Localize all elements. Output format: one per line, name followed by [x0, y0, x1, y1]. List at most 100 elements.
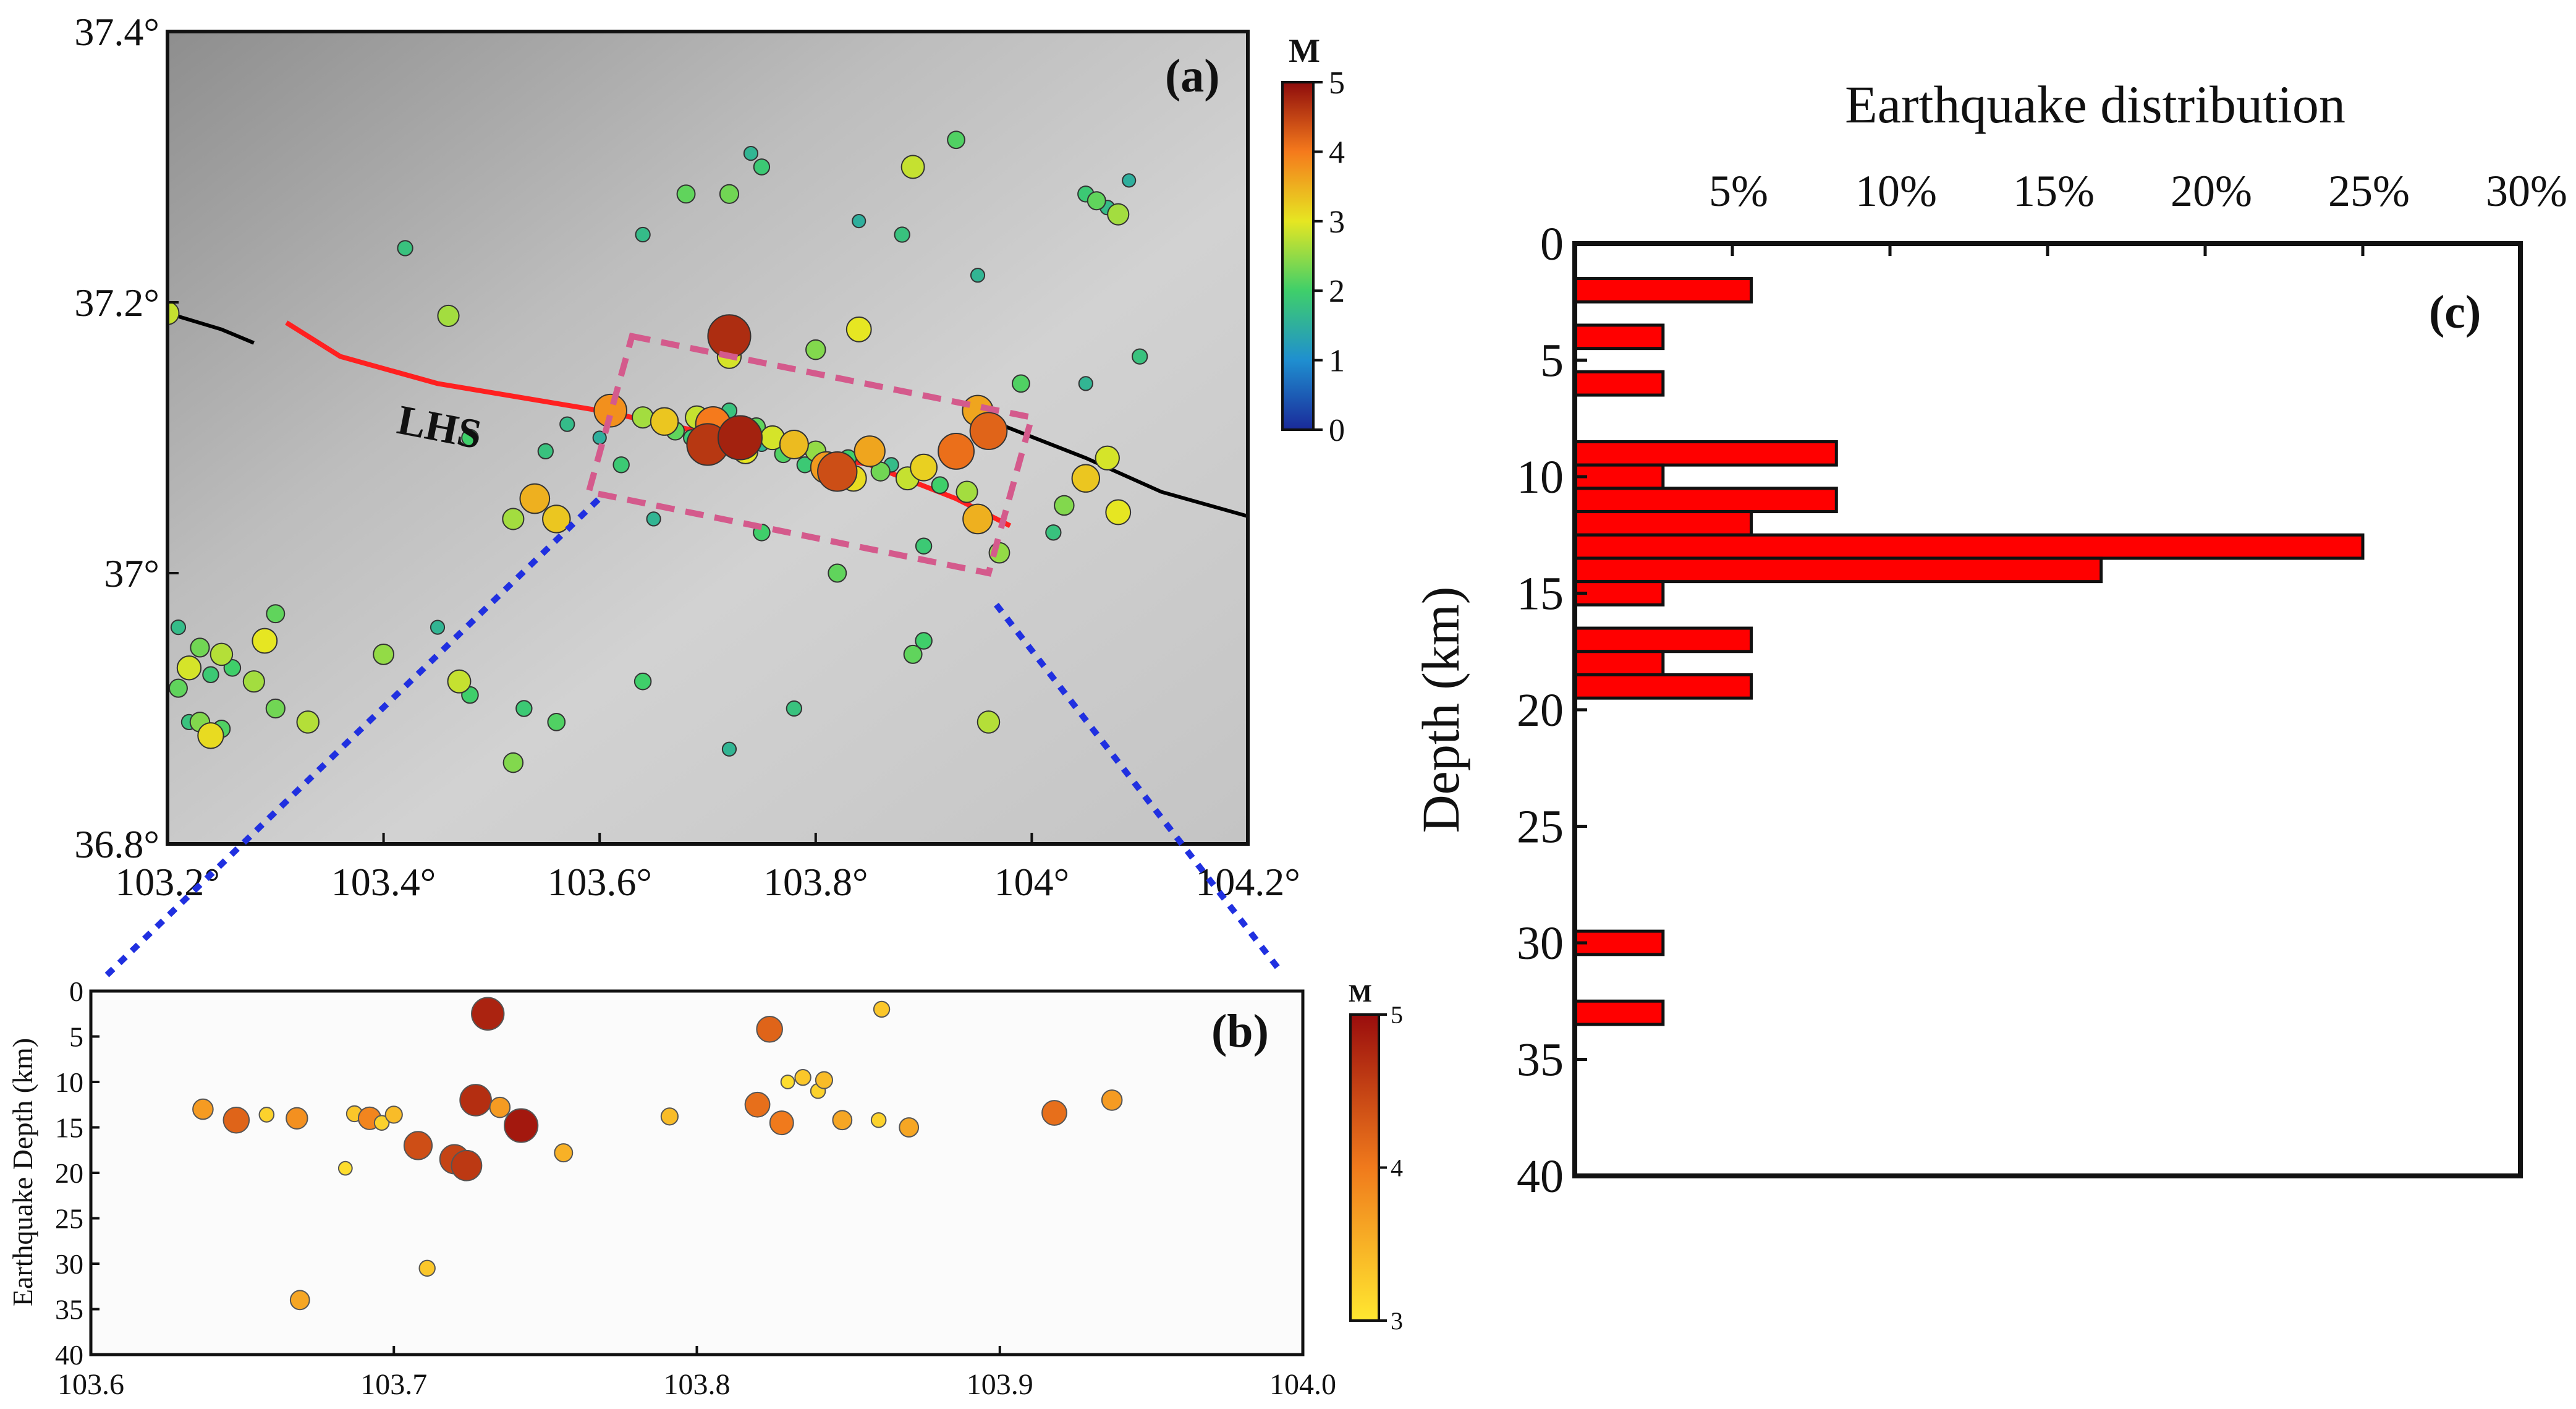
- a-ytick-label: 36.8°: [74, 822, 159, 866]
- depth-bin-bar: [1573, 999, 1665, 1026]
- a-xtick-label: 104°: [994, 860, 1070, 904]
- colorbar-a-tick-label: 2: [1329, 274, 1345, 309]
- depth-bin-bar: [1573, 370, 1665, 397]
- colorbar-a-tick-label: 1: [1329, 344, 1345, 379]
- earthquake-event: [1105, 499, 1132, 526]
- c-ytick-label: 35: [1517, 1034, 1564, 1086]
- earthquake-event: [210, 642, 234, 666]
- earthquake-event: [542, 504, 571, 534]
- c-xtick-label: 10%: [1855, 166, 1937, 216]
- depth-event: [403, 1131, 433, 1160]
- earthquake-event: [397, 240, 413, 257]
- depth-bin-bar: [1573, 580, 1665, 607]
- depth-event: [289, 1290, 310, 1311]
- earthquake-event: [915, 537, 933, 555]
- depth-bin-bar: [1573, 277, 1753, 304]
- earthquake-event: [519, 483, 551, 514]
- panel-b-label: (b): [1211, 1005, 1269, 1057]
- earthquake-event: [1078, 376, 1093, 391]
- a-ytick-label: 37°: [104, 551, 159, 595]
- c-xtick-label: 25%: [2328, 166, 2410, 216]
- earthquake-event: [828, 563, 847, 583]
- depth-bin-bar: [1573, 533, 2365, 560]
- earthquake-event: [612, 456, 630, 474]
- rupture-zone-box: [585, 332, 1036, 577]
- c-xtick-label: 15%: [2013, 166, 2095, 216]
- panel-c-frame: [1572, 241, 2523, 1178]
- earthquake-event: [447, 669, 472, 694]
- earthquake-event: [502, 752, 524, 773]
- b-ytick-label: 0: [69, 976, 83, 1007]
- earthquake-event: [266, 604, 286, 624]
- earthquake-event: [903, 644, 923, 664]
- b-ytick-label: 25: [55, 1203, 83, 1235]
- depth-bin-bar: [1573, 440, 1838, 467]
- earthquake-event: [1054, 495, 1075, 516]
- earthquake-event: [1122, 173, 1137, 188]
- depth-event: [769, 1110, 794, 1136]
- colorbar-a-gradient: [1281, 81, 1315, 431]
- b-xtick-label: 103.6: [57, 1368, 124, 1401]
- earthquake-event: [1087, 191, 1106, 211]
- panel-b-depth-section: (b) Earthquake Depth (km) 103.6 103.7 103.…: [7, 976, 1336, 1401]
- earthquake-event: [592, 430, 607, 445]
- earthquake-event: [502, 508, 525, 530]
- earthquake-event: [635, 226, 651, 243]
- earthquake-event: [970, 268, 986, 283]
- depth-event: [258, 1107, 275, 1123]
- b-ytick-label: 20: [55, 1157, 83, 1189]
- b-ytick-label: 30: [55, 1248, 83, 1280]
- earthquake-event: [938, 432, 975, 470]
- a-xtick-label: 103.8°: [763, 860, 868, 904]
- earthquake-event: [1071, 464, 1101, 493]
- depth-bin-bar: [1573, 650, 1665, 676]
- depth-event: [504, 1108, 539, 1143]
- b-ytick-label: 35: [55, 1294, 83, 1326]
- earthquake-event: [430, 619, 446, 635]
- earthquake-event: [845, 316, 872, 343]
- panel-a-frame: [166, 30, 1250, 846]
- depth-bin-bar: [1573, 626, 1753, 653]
- earthquake-event: [646, 511, 661, 527]
- panel-c-ylabel: Depth (km): [1411, 587, 1470, 833]
- panel-a-label: (a): [1165, 50, 1220, 102]
- depth-event: [384, 1105, 403, 1124]
- earthquake-event: [977, 710, 1001, 734]
- earthquake-event: [721, 741, 737, 757]
- b-ytick-label: 5: [69, 1021, 83, 1053]
- depth-bin-bar: [1573, 487, 1838, 514]
- earthquake-event: [1012, 374, 1030, 393]
- earthquake-event: [676, 184, 696, 204]
- earthquake-event: [852, 214, 866, 229]
- colorbar-a-label: M: [1289, 32, 1320, 69]
- fault-trace-west: [167, 311, 255, 345]
- depth-event: [451, 1149, 483, 1181]
- colorbar-a-tick-label: 4: [1329, 135, 1345, 170]
- earthquake-event: [969, 412, 1008, 450]
- depth-bin-bar: [1573, 673, 1753, 700]
- earthquake-event: [547, 713, 566, 731]
- depth-bin-bar: [1573, 556, 2103, 584]
- earthquake-event: [461, 428, 479, 447]
- earthquake-event: [1107, 203, 1130, 226]
- b-xtick-label: 104.0: [1269, 1368, 1336, 1401]
- earthquake-event: [559, 416, 575, 432]
- earthquake-event: [854, 435, 886, 467]
- earthquake-event: [1045, 524, 1062, 541]
- depth-event: [337, 1160, 353, 1176]
- earthquake-event: [252, 628, 278, 654]
- panel-c-title: Earthquake distribution: [1845, 75, 2345, 134]
- depth-event: [222, 1106, 250, 1134]
- depth-event: [899, 1117, 920, 1138]
- earthquake-event: [910, 453, 938, 482]
- depth-event: [815, 1071, 834, 1089]
- depth-event: [756, 1015, 783, 1043]
- a-ytick-label: 37.2°: [74, 281, 159, 325]
- panel-c-label: (c): [2429, 286, 2481, 338]
- earthquake-event: [947, 130, 965, 150]
- earthquake-event: [190, 637, 210, 658]
- colorbar-b-gradient: [1349, 1013, 1380, 1322]
- earthquake-event: [437, 304, 460, 327]
- earthquake-event: [633, 672, 652, 691]
- colorbar-b-tick-label: 5: [1391, 1001, 1403, 1029]
